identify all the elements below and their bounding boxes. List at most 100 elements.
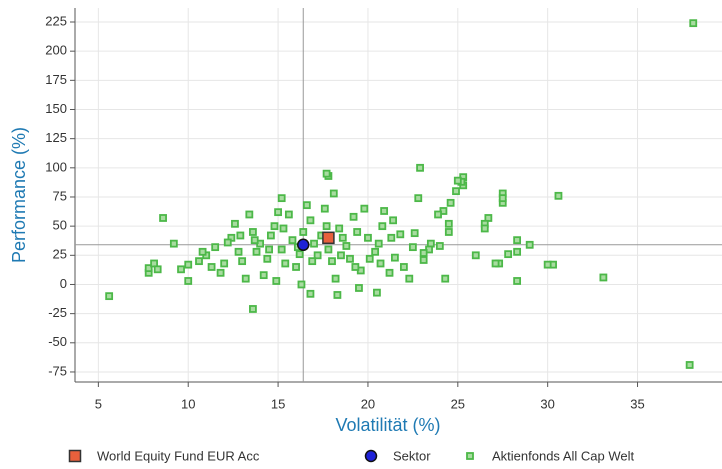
- point: [333, 291, 342, 299]
- point: [320, 204, 329, 213]
- point: [685, 361, 694, 369]
- point: [441, 274, 450, 283]
- point: [231, 219, 239, 228]
- point: [380, 207, 389, 215]
- y-tick-label: 25: [53, 247, 67, 262]
- point: [543, 260, 552, 269]
- point: [274, 208, 282, 217]
- point: [328, 257, 336, 266]
- point: [337, 251, 345, 260]
- point: [378, 222, 387, 231]
- point: [513, 277, 522, 285]
- point: [444, 219, 453, 228]
- point: [153, 265, 162, 274]
- point: [513, 236, 522, 245]
- point: [689, 19, 698, 28]
- point: [322, 169, 331, 178]
- x-axis-label: Volatilität (%): [335, 415, 440, 435]
- point: [399, 263, 408, 271]
- point: [295, 250, 304, 259]
- point: [346, 254, 354, 263]
- point: [234, 247, 243, 256]
- x-tick-label: 30: [540, 396, 554, 411]
- x-tick-label: 35: [630, 396, 644, 411]
- point: [252, 247, 261, 256]
- y-tick-label: 125: [45, 130, 67, 145]
- y-tick-label: 100: [45, 159, 67, 174]
- point: [349, 212, 358, 221]
- point: [144, 264, 153, 273]
- point: [223, 238, 232, 247]
- legend-marker: [364, 449, 378, 463]
- point: [385, 268, 394, 277]
- point: [265, 245, 274, 254]
- point: [292, 263, 300, 271]
- y-tick-label: 175: [45, 72, 67, 87]
- point: [299, 228, 308, 236]
- legend-label: World Equity Fund EUR Acc: [97, 448, 260, 463]
- point: [306, 216, 315, 225]
- point: [331, 274, 340, 283]
- y-tick-label: 200: [45, 43, 67, 58]
- point: [471, 251, 480, 260]
- point: [313, 251, 322, 260]
- y-tick-label: 0: [60, 276, 67, 291]
- point: [266, 231, 275, 240]
- point: [408, 243, 417, 252]
- point: [335, 224, 344, 233]
- point: [365, 254, 374, 263]
- point: [419, 256, 428, 264]
- point: [353, 228, 362, 236]
- point: [277, 194, 286, 203]
- point: [498, 194, 507, 203]
- point: [373, 288, 381, 297]
- point: [245, 210, 254, 219]
- point: [238, 257, 247, 266]
- legend-marker: [68, 449, 82, 463]
- point: [351, 263, 360, 271]
- point: [322, 231, 335, 245]
- legend-marker: [466, 452, 474, 460]
- point: [525, 240, 534, 249]
- point: [302, 201, 311, 210]
- y-tick-label: -50: [48, 334, 67, 349]
- point: [444, 228, 453, 236]
- point: [410, 229, 419, 238]
- point: [270, 222, 279, 231]
- y-tick-label: 225: [45, 13, 67, 28]
- point: [504, 250, 513, 259]
- legend-label: Aktienfonds All Cap Welt: [492, 448, 634, 463]
- x-tick-label: 15: [271, 396, 285, 411]
- point: [249, 228, 257, 236]
- x-tick-label: 20: [361, 396, 375, 411]
- y-tick-label: 150: [45, 101, 67, 116]
- point: [159, 214, 167, 222]
- point: [198, 247, 207, 256]
- point: [338, 233, 347, 242]
- point: [184, 277, 193, 285]
- y-axis-label: Performance (%): [9, 127, 29, 263]
- point: [491, 259, 500, 268]
- point: [405, 274, 414, 283]
- point: [259, 271, 268, 280]
- point: [453, 176, 462, 185]
- point: [310, 239, 318, 248]
- point: [281, 259, 290, 268]
- point: [513, 247, 522, 256]
- point: [322, 222, 331, 231]
- point: [169, 239, 178, 248]
- point: [396, 230, 405, 239]
- point: [241, 274, 250, 283]
- point: [195, 257, 203, 266]
- point: [105, 292, 114, 301]
- point: [364, 233, 372, 242]
- point: [389, 216, 398, 225]
- point: [220, 259, 229, 268]
- point: [250, 236, 259, 245]
- point: [387, 233, 396, 242]
- point: [279, 224, 288, 233]
- point: [284, 210, 293, 219]
- point: [306, 289, 315, 298]
- point: [184, 260, 193, 269]
- x-tick-label: 10: [181, 396, 195, 411]
